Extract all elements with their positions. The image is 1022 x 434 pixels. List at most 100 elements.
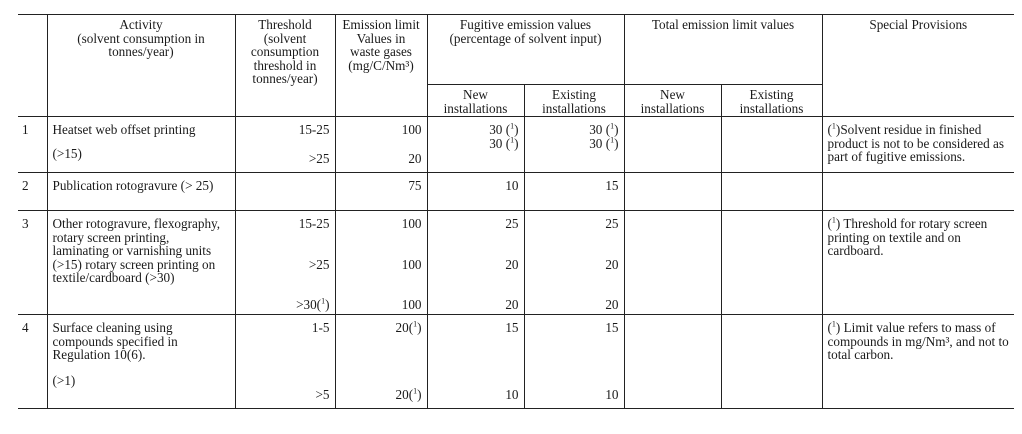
threshold-value: >5 <box>315 387 330 402</box>
total-emission-header: Total emission limit values <box>623 14 823 85</box>
row-number: 2 <box>22 178 29 193</box>
threshold-cell: 15-25 >25 >30(1) <box>234 210 335 315</box>
fugitive-existing-cell: 15 <box>523 172 624 211</box>
fugitive-new-line-1: New <box>463 87 488 102</box>
total-new-cell <box>623 172 721 211</box>
special-provision-cell <box>821 172 1015 211</box>
total-new-cell <box>623 116 721 173</box>
threshold-value: >25 <box>308 151 330 166</box>
fugitive-existing-cell: 15 10 <box>523 314 624 409</box>
total-new-header: New installations <box>623 84 721 117</box>
activity-consumption: (>1) <box>52 372 76 388</box>
threshold-cell <box>234 172 335 211</box>
threshold-header-line-5: tonnes/year) <box>252 71 318 87</box>
row-number: 4 <box>22 320 29 335</box>
total-existing-cell <box>720 314 823 409</box>
fugitive-existing-header: Existing installations <box>523 84 624 117</box>
total-existing-cell <box>720 172 823 211</box>
emission-cell: 100 20 <box>334 116 427 173</box>
fugitive-new-value: 20 <box>505 257 519 272</box>
fugitive-existing-value: 25 <box>605 216 619 231</box>
emission-header-line-3: waste gases <box>350 44 412 60</box>
threshold-value: >25 <box>308 257 330 272</box>
fugitive-new-cell: 25 20 20 <box>426 210 524 315</box>
activity-cell: Heatset web offset printing (>15) <box>46 116 235 173</box>
emission-cell: 20(1) 20(1) <box>334 314 427 409</box>
threshold-header-line-3: consumption <box>250 44 320 60</box>
emission-cell: 75 <box>334 172 427 211</box>
fugitive-new-value: 20 <box>505 297 519 312</box>
table-row: 3 Other rotogravure, flexography, rotary… <box>18 210 1015 315</box>
fugitive-new-value: 10 <box>505 178 519 193</box>
total-existing-line-1: Existing <box>749 87 794 102</box>
emission-value: 75 <box>408 178 422 193</box>
activity-text: Surface cleaning using compounds specifi… <box>52 320 178 363</box>
fugitive-new-cell: 30 (1) 30 (1) <box>426 116 524 173</box>
fugitive-existing-value: 20 <box>605 297 619 312</box>
emission-value: 20 <box>408 151 422 166</box>
fugitive-new-value: 10 <box>505 387 519 402</box>
fugitive-emission-header: Fugitive emission values (percentage of … <box>426 14 624 85</box>
threshold-header-line-2: (solvent <box>263 30 307 46</box>
fugitive-new-value: 25 <box>505 216 519 231</box>
emission-value: 100 <box>401 122 422 137</box>
threshold-value: >30(1) <box>296 296 330 312</box>
total-new-line-1: New <box>660 87 685 102</box>
total-existing-cell <box>720 210 823 315</box>
total-existing-line-2: installations <box>739 100 804 116</box>
activity-header-line-1: Activity <box>119 17 163 32</box>
fugitive-new-value: 30 (1) 30 (1) <box>489 121 519 151</box>
special-provision-cell: (1)Solvent residue in finished product i… <box>821 116 1015 173</box>
special-provision-cell: (1) Limit value refers to mass of compou… <box>821 314 1015 409</box>
row-number-header <box>18 14 47 117</box>
threshold-header: Threshold (solvent consumption threshold… <box>234 14 335 117</box>
fugitive-existing-value: 20 <box>605 257 619 272</box>
emission-value: 100 <box>401 216 422 231</box>
total-header-line-1: Total emission limit values <box>651 17 795 32</box>
fugitive-header-line-1: Fugitive emission values <box>459 17 592 32</box>
table-row: 1 Heatset web offset printing (>15) 15-2… <box>18 116 1015 173</box>
special-provision-cell: (1) Threshold for rotary screen printing… <box>821 210 1015 315</box>
table-row: 4 Surface cleaning using compounds speci… <box>18 314 1015 409</box>
threshold-header-line-1: Threshold <box>258 17 312 32</box>
activity-header: Activity (solvent consumption in tonnes/… <box>46 14 235 117</box>
activity-header-line-2: (solvent consumption in <box>77 30 205 46</box>
table-row: 2 Publication rotogravure (> 25) 75 10 1… <box>18 172 1015 211</box>
emission-value: 20(1) <box>395 319 422 335</box>
emission-header-line-1: Emission limit <box>342 17 420 32</box>
fugitive-new-header: New installations <box>426 84 524 117</box>
fugitive-existing-line-2: installations <box>542 100 606 116</box>
emission-value: 100 <box>401 297 422 312</box>
threshold-cell: 15-25 >25 <box>234 116 335 173</box>
fugitive-existing-cell: 25 20 20 <box>523 210 624 315</box>
threshold-header-line-4: threshold in <box>253 57 317 73</box>
total-existing-cell <box>720 116 823 173</box>
activity-cell: Surface cleaning using compounds specifi… <box>46 314 235 409</box>
total-new-cell <box>623 314 721 409</box>
threshold-cell: 1-5 >5 <box>234 314 335 409</box>
special-header-line-1: Special Provisions <box>869 17 968 32</box>
fugitive-existing-line-1: Existing <box>552 87 596 102</box>
emission-limit-header: Emission limit Values in waste gases (mg… <box>334 14 427 117</box>
fugitive-new-value: 15 <box>505 320 519 335</box>
fugitive-new-cell: 15 10 <box>426 314 524 409</box>
emission-cell: 100 100 100 <box>334 210 427 315</box>
threshold-value: 15-25 <box>298 216 330 231</box>
total-existing-header: Existing installations <box>720 84 823 117</box>
emission-header-line-4: (mg/C/Nm³) <box>348 57 414 73</box>
total-new-line-2: installations <box>640 100 705 116</box>
emission-value: 100 <box>401 257 422 272</box>
fugitive-existing-value: 30 (1) 30 (1) <box>589 121 619 151</box>
fugitive-new-cell: 10 <box>426 172 524 211</box>
fugitive-existing-value: 15 <box>605 178 619 193</box>
fugitive-new-line-2: installations <box>443 100 508 116</box>
emission-value: 20(1) <box>395 386 422 402</box>
total-new-cell <box>623 210 721 315</box>
fugitive-existing-cell: 30 (1) 30 (1) <box>523 116 624 173</box>
special-provisions-header: Special Provisions <box>821 14 1015 117</box>
fugitive-existing-value: 15 <box>605 320 619 335</box>
activity-consumption: (>15) <box>52 145 82 161</box>
fugitive-existing-value: 10 <box>605 387 619 402</box>
activity-cell: Publication rotogravure (> 25) <box>46 172 235 211</box>
threshold-value: 15-25 <box>298 122 330 137</box>
